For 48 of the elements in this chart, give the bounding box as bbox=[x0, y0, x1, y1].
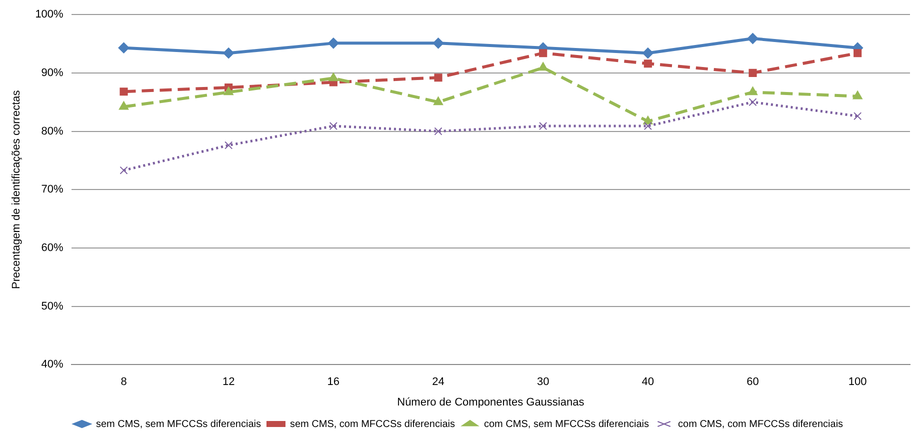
point bbox=[118, 42, 130, 54]
legend-label: sem CMS, sem MFCCSs diferenciais bbox=[96, 418, 261, 430]
point bbox=[748, 68, 757, 77]
point bbox=[852, 90, 862, 100]
point bbox=[328, 72, 338, 82]
y-axis-title: Precentagem de identificações correctas bbox=[10, 90, 23, 289]
point bbox=[224, 86, 234, 96]
y-tick-label: 40% bbox=[41, 358, 64, 371]
x-tick-label: 12 bbox=[222, 376, 235, 388]
point bbox=[118, 101, 129, 110]
point bbox=[854, 112, 862, 120]
y-tick-label: 50% bbox=[41, 300, 64, 312]
x-tick-label: 100 bbox=[848, 376, 867, 388]
point bbox=[223, 48, 234, 59]
point bbox=[329, 122, 338, 130]
legend-label: sem CMS, com MFCCSs diferenciais bbox=[290, 418, 455, 430]
y-tick-label: 60% bbox=[41, 242, 64, 254]
y-tick-label: 80% bbox=[41, 125, 64, 138]
point bbox=[433, 96, 444, 106]
point bbox=[747, 33, 758, 44]
point bbox=[644, 60, 652, 68]
y-tick-label: 90% bbox=[41, 66, 64, 79]
point bbox=[538, 62, 548, 71]
x-tick-label: 60 bbox=[746, 376, 759, 388]
point bbox=[748, 98, 757, 106]
point bbox=[748, 86, 758, 96]
x-tick-label: 24 bbox=[432, 376, 444, 388]
y-tick-label: 70% bbox=[41, 184, 64, 196]
x-axis-title: Número de Componentes Gaussianas bbox=[397, 396, 585, 408]
point bbox=[539, 49, 548, 58]
point bbox=[120, 166, 128, 174]
point bbox=[644, 122, 652, 130]
point bbox=[539, 122, 548, 130]
legend-label: com CMS, sem MFCCSs diferenciais bbox=[484, 418, 650, 430]
point bbox=[434, 127, 442, 136]
point bbox=[224, 141, 233, 150]
point bbox=[432, 38, 444, 49]
x-tick-label: 30 bbox=[536, 376, 550, 388]
point bbox=[642, 48, 654, 59]
point bbox=[328, 38, 339, 49]
point bbox=[854, 49, 862, 58]
y-tick-label: 100% bbox=[35, 8, 64, 21]
x-tick-label: 8 bbox=[120, 376, 127, 388]
legend-label: com CMS, com MFCCSs diferenciais bbox=[678, 418, 844, 430]
x-tick-label: 16 bbox=[327, 376, 340, 388]
point bbox=[120, 88, 128, 96]
point bbox=[434, 74, 442, 82]
x-tick-label: 40 bbox=[642, 376, 654, 388]
